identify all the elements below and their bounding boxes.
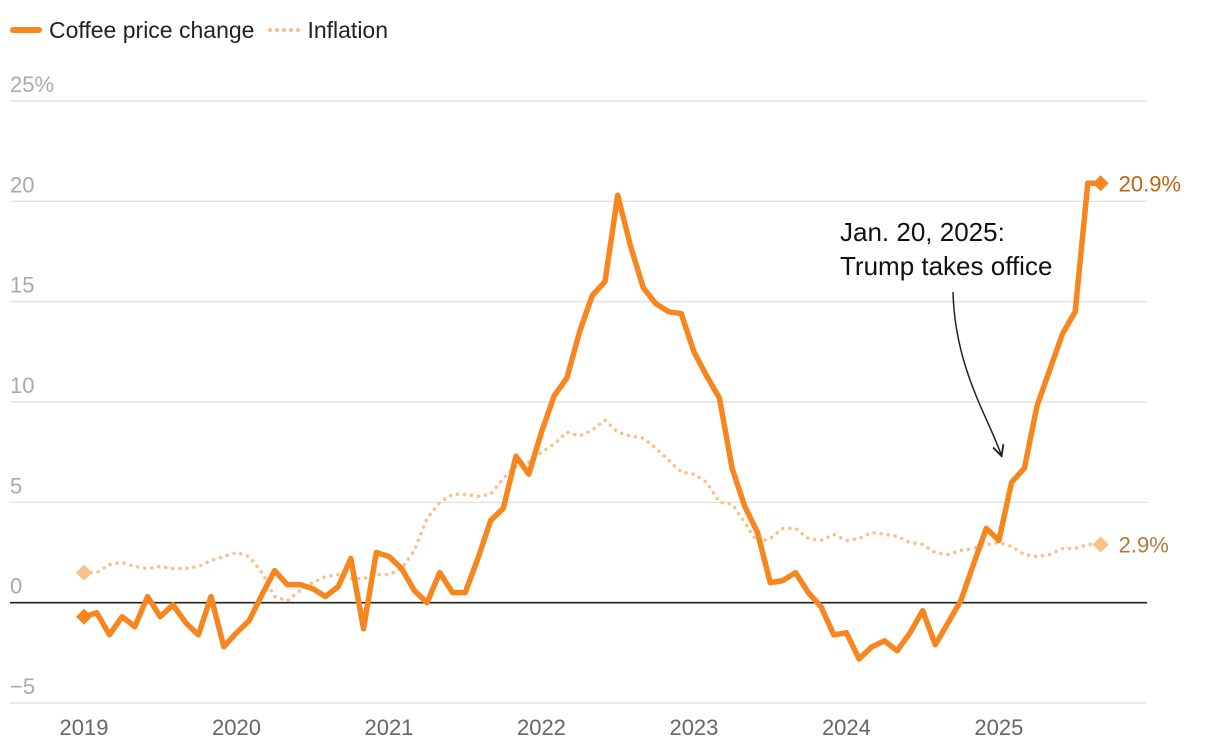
annotation-arrow [952, 291, 1002, 456]
x-tick-label: 2023 [669, 715, 718, 740]
coffee-end-marker [1092, 175, 1109, 192]
inflation-start-marker [76, 564, 92, 581]
legend-label-coffee: Coffee price change [49, 16, 255, 43]
coffee-end-label: 20.9% [1119, 171, 1181, 196]
coffee-start-marker [76, 608, 92, 625]
y-tick-label: 20 [10, 172, 34, 197]
y-tick-label: 5 [10, 473, 22, 498]
y-tick-label: 10 [10, 373, 34, 398]
annotations: Jan. 20, 2025: Trump takes office [840, 217, 1052, 456]
annotation-line: Trump takes office [840, 251, 1052, 281]
coffee-series-line [81, 180, 1104, 662]
x-tick-label: 2021 [364, 715, 413, 740]
series: 2.9% 20.9% [76, 171, 1181, 662]
annotation-line: Jan. 20, 2025: [840, 217, 1005, 247]
y-tick-label: 25% [10, 72, 54, 97]
annotation-text: Jan. 20, 2025: Trump takes office [840, 217, 1052, 281]
legend-item-coffee[interactable]: Coffee price change [10, 17, 254, 44]
x-tick-label: 2024 [822, 715, 871, 740]
inflation-end-marker [1092, 536, 1109, 553]
legend-swatch-coffee [10, 27, 42, 33]
x-tick-label: 2025 [974, 715, 1023, 740]
y-tick-label: 0 [10, 574, 22, 599]
x-tick-label: 2019 [60, 715, 109, 740]
inflation-end-label: 2.9% [1119, 532, 1169, 557]
axes: 25% 20 15 10 5 0 −5 2019 2020 2021 2022 2023 2024 202… [10, 72, 1147, 740]
legend-label-inflation: Inflation [307, 16, 389, 43]
legend-item-inflation[interactable]: Inflation [268, 17, 388, 44]
y-tick-label: −5 [10, 674, 35, 699]
x-tick-label: 2020 [212, 715, 261, 740]
y-tick-label: 15 [10, 273, 34, 298]
grid-lines [10, 100, 1147, 704]
chart-legend: Coffee price change Inflation [10, 14, 402, 46]
legend-swatch-inflation [268, 28, 301, 32]
x-tick-label: 2022 [517, 715, 566, 740]
inflation-series-line [82, 418, 1103, 603]
